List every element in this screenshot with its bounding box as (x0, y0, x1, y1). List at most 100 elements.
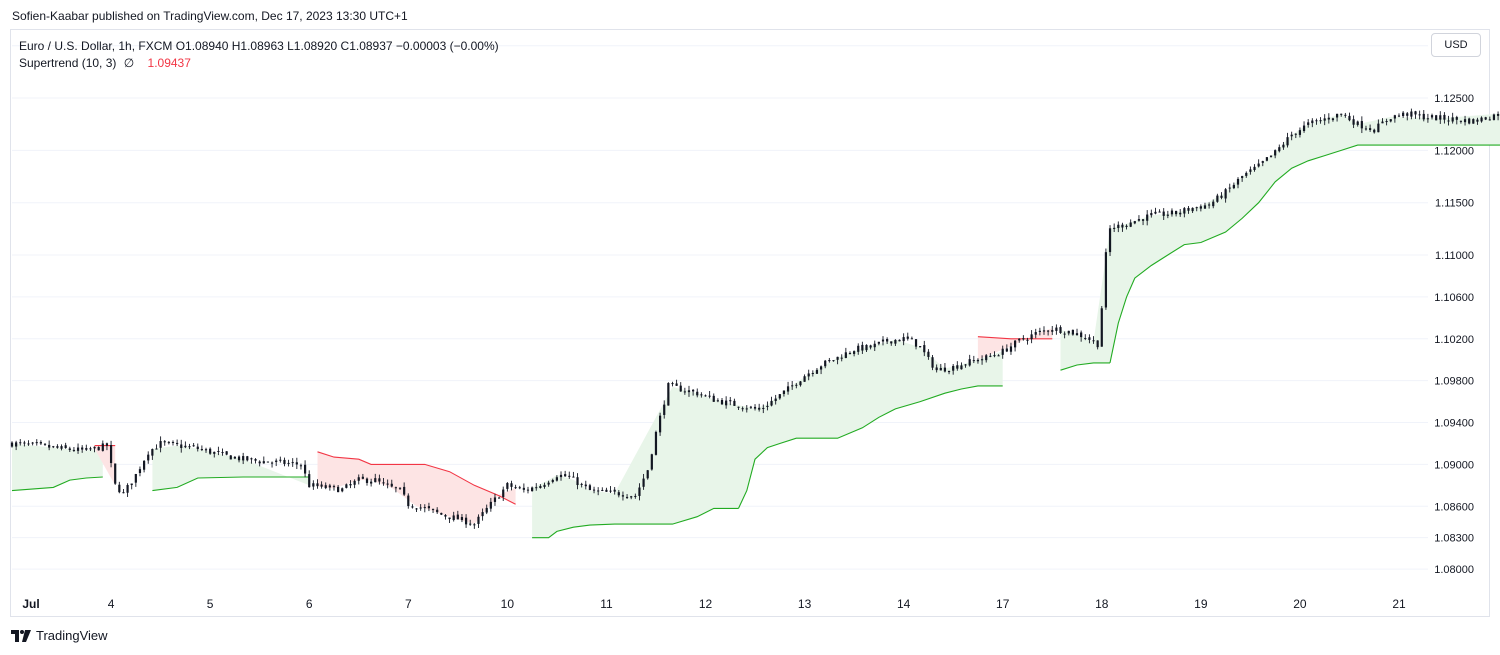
candle-body (877, 341, 880, 344)
candle-body (23, 442, 26, 444)
candle (415, 507, 418, 513)
time-tick-label: 11 (600, 597, 613, 611)
candle (35, 439, 38, 446)
price-tick-label: 1.09800 (1434, 376, 1474, 388)
candle (972, 355, 975, 364)
candle-body (803, 376, 806, 382)
candle-body (353, 480, 356, 485)
candle-body (683, 391, 686, 393)
candle-body (258, 461, 261, 464)
candle (902, 333, 905, 346)
candle-body (1166, 214, 1169, 216)
candle (1047, 329, 1050, 336)
candle (89, 446, 92, 452)
candle-body (758, 407, 761, 410)
candle-body (15, 442, 18, 447)
candle-body (712, 395, 715, 402)
candle (192, 443, 195, 447)
candle (848, 351, 852, 355)
candle-body (1047, 330, 1050, 332)
symbol-line[interactable]: Euro / U.S. Dollar, 1h, FXCM O1.08940 H1… (19, 39, 499, 53)
candle-body (1183, 208, 1186, 214)
candle-body (229, 455, 232, 460)
candle-body (489, 501, 492, 509)
candle (778, 394, 781, 400)
candle (927, 349, 930, 360)
candle (890, 341, 893, 346)
candle (588, 483, 592, 491)
candle-body (89, 448, 92, 450)
candle (411, 504, 414, 509)
candle-body (815, 369, 819, 374)
candle-body (167, 442, 170, 444)
candle (642, 473, 645, 490)
currency-button[interactable]: USD (1431, 33, 1481, 57)
candle (147, 451, 150, 464)
candle-body (1179, 212, 1182, 215)
candle (114, 463, 117, 485)
candle-body (914, 339, 918, 347)
candle-body (1311, 120, 1314, 124)
candle (1022, 335, 1025, 341)
candle-body (1141, 219, 1145, 221)
candle-body (114, 463, 117, 484)
candle-body (824, 360, 827, 367)
candle-body (518, 487, 521, 489)
candle (1013, 340, 1017, 352)
candle (609, 486, 612, 493)
candle-body (1373, 129, 1376, 133)
candle-body (1253, 166, 1256, 171)
candle-body (1480, 117, 1483, 122)
candle (324, 482, 327, 490)
candle-body (1302, 125, 1306, 132)
candle-body (64, 445, 67, 449)
candle (1265, 157, 1269, 162)
candle-body (1282, 144, 1285, 148)
candle (770, 396, 773, 407)
candle (1488, 116, 1491, 121)
candle-body (819, 366, 823, 370)
candle-body (456, 514, 459, 520)
tradingview-logo-icon (11, 629, 31, 642)
footer-brand[interactable]: TradingView (11, 628, 108, 643)
indicator-line[interactable]: Supertrend (10, 3) ∅ 1.09437 (19, 55, 499, 72)
candle-body (931, 357, 934, 368)
candle-body (1323, 118, 1326, 121)
candle (956, 361, 959, 371)
candle-body (469, 523, 472, 525)
candle-body (361, 476, 364, 479)
candle-body (43, 443, 47, 445)
candle (270, 461, 274, 468)
candle (1158, 209, 1161, 213)
candle-body (576, 477, 579, 486)
candle (1187, 205, 1190, 214)
candle (898, 339, 901, 342)
candle-body (398, 487, 402, 489)
candle-body (126, 485, 129, 493)
candle (10, 441, 14, 448)
candle-body (873, 343, 876, 348)
candle-body (221, 452, 224, 454)
candle (361, 473, 364, 480)
candle (844, 347, 847, 359)
candle (1009, 342, 1013, 355)
candle (204, 447, 208, 453)
candle (374, 473, 377, 483)
candle (1228, 183, 1231, 193)
candle-body (1154, 211, 1157, 214)
candle-body (502, 489, 505, 497)
candle (1179, 209, 1182, 217)
candle (675, 379, 678, 386)
candle-body (836, 356, 839, 360)
candle-body (766, 405, 769, 408)
candle (275, 458, 278, 467)
candle (506, 482, 509, 492)
candle-body (1158, 211, 1161, 213)
candle (671, 381, 674, 387)
time-tick-label: 7 (405, 597, 412, 611)
candle (328, 483, 331, 491)
candle-body (1356, 121, 1359, 125)
indicator-symbol-icon: ∅ (123, 56, 135, 70)
candle (531, 486, 534, 492)
